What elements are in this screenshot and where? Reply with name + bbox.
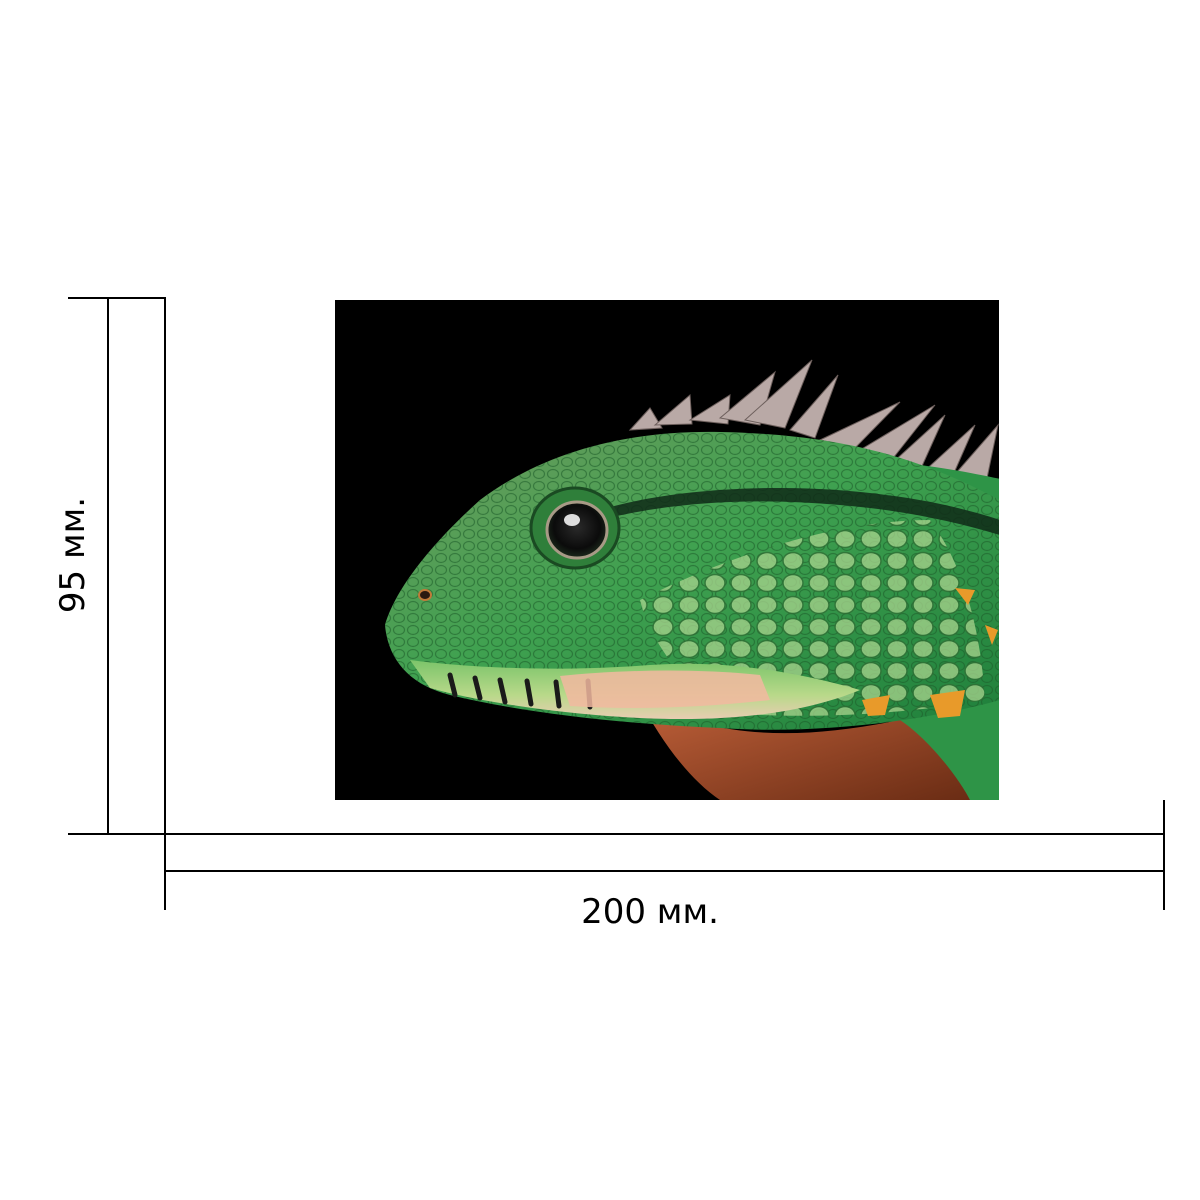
orange-tubercles bbox=[862, 588, 998, 718]
lip-band bbox=[560, 670, 770, 708]
eye-stripe bbox=[600, 488, 999, 535]
lizard-eye bbox=[529, 486, 621, 570]
lizard-throat bbox=[640, 700, 970, 800]
height-dimension bbox=[68, 297, 166, 835]
lizard-photo bbox=[335, 300, 999, 800]
width-dimension bbox=[164, 800, 1165, 910]
width-label: 200 мм. bbox=[581, 892, 719, 932]
height-label: 95 мм. bbox=[53, 497, 93, 613]
nostril bbox=[418, 589, 432, 601]
